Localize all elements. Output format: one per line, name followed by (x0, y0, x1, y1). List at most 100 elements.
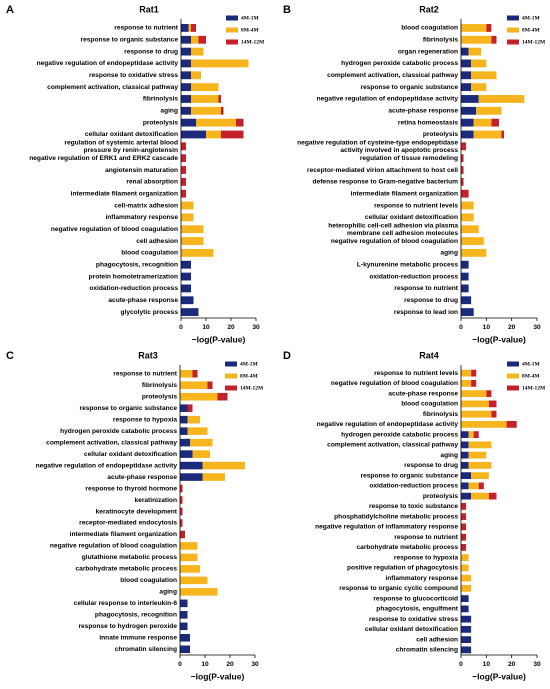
category-label: cellular oxidant detoxification (84, 451, 177, 458)
bar-segment (461, 441, 469, 449)
bar-segment (461, 461, 469, 469)
category-label: negative regulation of cysteine-type end… (297, 139, 458, 153)
bar-segment (506, 420, 517, 428)
bar-segment (187, 427, 208, 435)
bar-segment (478, 95, 525, 103)
bar-segment (181, 225, 204, 234)
x-tick-label: 30 (533, 661, 541, 668)
category-label: defense response to Gram-negative bacter… (313, 179, 459, 186)
bar-segment (180, 611, 188, 619)
bar-segment (471, 369, 477, 377)
bar-segment (191, 83, 219, 92)
category-label: cellular response to interleukin-6 (74, 600, 178, 607)
category-label: cell adhesion (136, 238, 178, 245)
bar-segment (180, 438, 190, 447)
bar-segment (461, 543, 467, 551)
legend-label: 4M-1M (522, 15, 541, 21)
bar-segment (468, 431, 474, 439)
category-label: L-kynurenine metabolic process (357, 261, 458, 268)
category-label: response to hydrogen peroxide (78, 623, 177, 630)
bar-segment (206, 130, 221, 139)
category-label-line: activity involved in apoptotic process (340, 147, 458, 154)
bar-segment (180, 633, 190, 642)
chart-title: Rat4 (419, 350, 439, 360)
x-tick-label: 0 (459, 661, 463, 668)
bar-segment (181, 272, 191, 281)
category-label: carbohydrate metabolic process (356, 544, 458, 551)
legend-label: 14M-12M (522, 39, 546, 45)
chart-title: Rat1 (139, 4, 159, 14)
bar-segment (188, 24, 191, 32)
bar-segment (461, 451, 469, 459)
bar-segment (461, 95, 479, 103)
category-label: phagocytosis, engulfment (376, 606, 459, 613)
bar-segment (461, 225, 479, 234)
category-label: response to glucocorticoid (373, 595, 458, 602)
x-tick-label: 10 (483, 324, 491, 331)
bar-segment (473, 431, 479, 439)
bar-segment (181, 213, 194, 222)
bar-segment (218, 95, 221, 103)
bar-segment (181, 201, 194, 210)
category-label: negative regulation of blood coagulation (51, 226, 178, 233)
bar-segment (461, 106, 477, 115)
x-tick-label: 0 (179, 324, 183, 331)
category-label: response to nutrient (394, 534, 459, 541)
legend-label: 8M-4M (240, 373, 259, 379)
bar-segment (471, 379, 477, 387)
bar-segment (181, 71, 191, 80)
bar-segment (461, 118, 474, 127)
bar-segment (187, 404, 193, 412)
bar-segment (236, 118, 244, 127)
bar-segment (461, 248, 487, 257)
bar-segment (180, 381, 208, 390)
category-label: negative regulation of blood coagulation (331, 380, 458, 387)
bar-segment (488, 400, 497, 408)
bar-segment (190, 438, 213, 447)
legend-swatch (507, 373, 519, 379)
bar-segment (461, 379, 472, 387)
bar-segment (180, 392, 218, 401)
category-label: response to thyroid hormone (85, 485, 177, 492)
bar-segment (461, 482, 469, 490)
category-label: response to nutrient (114, 25, 179, 32)
bar-segment (461, 260, 469, 269)
legend-swatch (507, 361, 519, 367)
category-label: blood coagulation (121, 250, 178, 257)
category-label: response to organic substance (80, 405, 178, 412)
bar-segment (180, 565, 200, 573)
bar-segment (181, 47, 191, 56)
legend-swatch (507, 15, 519, 21)
category-label: acute-phase response (388, 390, 458, 397)
category-label: negative regulation of ERK1 and ERK2 cas… (29, 155, 178, 162)
bar-segment (202, 461, 245, 470)
category-label: hydrogen peroxide catabolic process (341, 60, 458, 67)
bar-segment (473, 130, 502, 139)
x-tick-label: 10 (202, 324, 210, 331)
bar-segment (221, 106, 224, 115)
bar-segment (181, 24, 189, 32)
bar-segment (501, 130, 505, 139)
bar-segment (468, 482, 479, 490)
legend-label: 4M-1M (240, 361, 259, 367)
category-label: blood coagulation (401, 401, 458, 408)
bar-segment (180, 404, 188, 412)
category-label: inflammatory response (105, 214, 178, 221)
panel-label: A (6, 4, 14, 16)
bar-segment (181, 35, 191, 44)
legend-swatch (226, 27, 238, 33)
category-label: fibrinolysis (423, 411, 459, 418)
category-label: response to organic substance (361, 84, 459, 91)
category-label: negative regulation of blood coagulation (50, 543, 177, 550)
category-label-line: membrane cell adhesion molecules (347, 230, 458, 237)
panel-label: B (283, 4, 291, 16)
bar-segment (461, 472, 472, 480)
category-label: blood coagulation (120, 577, 177, 584)
bar-segment (461, 574, 472, 582)
bar-segment (180, 461, 203, 470)
category-label: oxidation-reduction process (369, 273, 458, 280)
category-label: glutathione metabolic process (82, 554, 178, 561)
bar-segment (202, 473, 225, 481)
panel-label: C (6, 350, 14, 362)
bar-segment (181, 248, 214, 257)
